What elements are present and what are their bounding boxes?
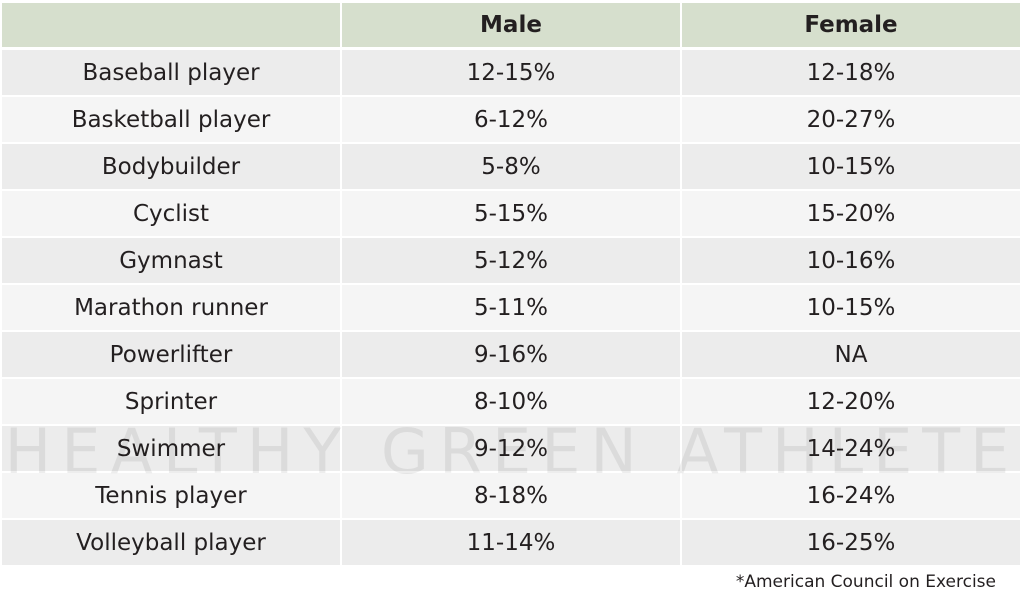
header-cell (2, 3, 340, 47)
watermark: HEALTHY GREEN ATHLETE (4, 415, 1020, 488)
sport-cell: Powerlifter (2, 332, 340, 377)
sport-cell: Volleyball player (2, 520, 340, 565)
value-cell: 14-24% (682, 426, 1020, 471)
value-cell: 10-16% (682, 238, 1020, 283)
value-cell: 5-8% (342, 144, 680, 189)
value-cell: 15-20% (682, 191, 1020, 236)
value-cell: 10-15% (682, 144, 1020, 189)
value-cell: 16-24% (682, 473, 1020, 518)
value-cell: 5-12% (342, 238, 680, 283)
value-cell: 9-16% (342, 332, 680, 377)
value-cell: 11-14% (342, 520, 680, 565)
value-cell: 10-15% (682, 285, 1020, 330)
value-cell: 12-18% (682, 50, 1020, 95)
sport-cell: Tennis player (2, 473, 340, 518)
value-cell: 12-15% (342, 50, 680, 95)
value-cell: 16-25% (682, 520, 1020, 565)
value-cell: 6-12% (342, 97, 680, 142)
sport-cell: Marathon runner (2, 285, 340, 330)
value-cell: 5-15% (342, 191, 680, 236)
value-cell: 5-11% (342, 285, 680, 330)
value-cell: 9-12% (342, 426, 680, 471)
footnote: *American Council on Exercise (735, 572, 996, 592)
value-cell: 20-27% (682, 97, 1020, 142)
sport-cell: Swimmer (2, 426, 340, 471)
sport-cell: Basketball player (2, 97, 340, 142)
header-cell: Female (682, 3, 1020, 47)
sport-cell: Bodybuilder (2, 144, 340, 189)
sport-cell: Cyclist (2, 191, 340, 236)
sport-cell: Gymnast (2, 238, 340, 283)
value-cell: 8-18% (342, 473, 680, 518)
value-cell: NA (682, 332, 1020, 377)
sport-cell: Baseball player (2, 50, 340, 95)
sport-cell: Sprinter (2, 379, 340, 424)
header-cell: Male (342, 3, 680, 47)
value-cell: 8-10% (342, 379, 680, 424)
value-cell: 12-20% (682, 379, 1020, 424)
